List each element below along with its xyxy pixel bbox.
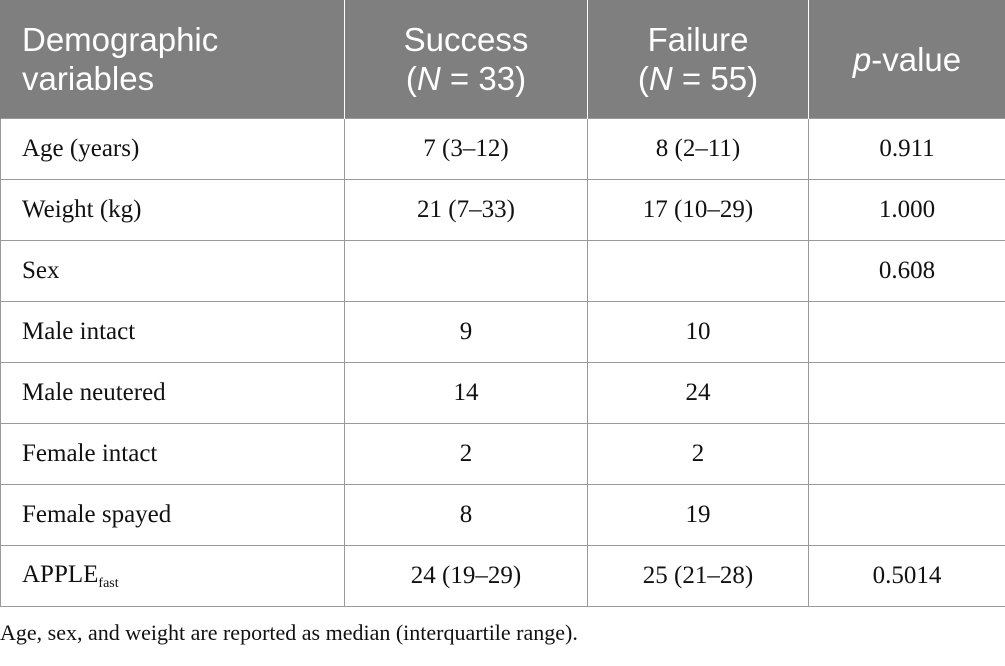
cell-variable: Female intact <box>0 423 345 485</box>
header-failure: Failure (N = 55) <box>587 0 809 119</box>
cell-variable: Female spayed <box>0 484 345 546</box>
header-success-n-value: = 33 <box>440 60 516 97</box>
cell-p-value <box>808 301 1005 363</box>
cell-p-value <box>808 362 1005 424</box>
cell-variable: APPLEfast <box>0 545 345 607</box>
header-failure-n-symbol: N <box>648 60 673 97</box>
cell-p-value <box>808 423 1005 485</box>
cell-variable: Sex <box>0 240 345 302</box>
cell-failure: 25 (21–28) <box>587 545 809 607</box>
header-row: Demographic variables Success (N = 33) Fa… <box>0 0 1005 119</box>
header-p-rest: -value <box>871 40 962 78</box>
cell-failure: 17 (10–29) <box>587 179 809 241</box>
cell-p-value: 1.000 <box>808 179 1005 241</box>
header-success: Success (N = 33) <box>344 0 588 119</box>
cell-variable: Weight (kg) <box>0 179 345 241</box>
table-row-weight: Weight (kg) 21 (7–33) 17 (10–29) 1.000 <box>0 179 1005 241</box>
header-success-label: Success <box>403 21 529 58</box>
cell-failure: 2 <box>587 423 809 485</box>
demographics-table: Demographic variables Success (N = 33) Fa… <box>0 0 1005 607</box>
cell-p-value: 0.911 <box>808 118 1005 180</box>
table-row-apple-fast: APPLEfast 24 (19–29) 25 (21–28) 0.5014 <box>0 545 1005 607</box>
table-row-female-spayed: Female spayed 8 19 <box>0 484 1005 546</box>
cell-failure: 19 <box>587 484 809 546</box>
table-row-male-neutered: Male neutered 14 24 <box>0 362 1005 424</box>
cell-success: 21 (7–33) <box>344 179 588 241</box>
table-header: Demographic variables Success (N = 33) Fa… <box>0 0 1005 119</box>
header-success-n-symbol: N <box>416 60 441 97</box>
cell-success: 7 (3–12) <box>344 118 588 180</box>
cell-variable: Age (years) <box>0 118 345 180</box>
cell-variable-subscript: fast <box>98 575 119 591</box>
cell-success: 9 <box>344 301 588 363</box>
header-failure-n-value: = 55 <box>672 60 748 97</box>
cell-p-value: 0.5014 <box>808 545 1005 607</box>
table-row-sex: Sex 0.608 <box>0 240 1005 302</box>
header-p-symbol: p <box>852 40 872 78</box>
header-failure-label: Failure <box>647 21 749 58</box>
header-demographic-line1: Demographic <box>22 21 219 58</box>
cell-success: 24 (19–29) <box>344 545 588 607</box>
cell-failure: 24 <box>587 362 809 424</box>
cell-variable: Male neutered <box>0 362 345 424</box>
header-p-value: p-value <box>808 0 1005 119</box>
table-row-age: Age (years) 7 (3–12) 8 (2–11) 0.911 <box>0 118 1005 180</box>
cell-p-value <box>808 484 1005 546</box>
table-row-male-intact: Male intact 9 10 <box>0 301 1005 363</box>
table-footnote: Age, sex, and weight are reported as med… <box>0 620 578 645</box>
cell-p-value: 0.608 <box>808 240 1005 302</box>
cell-failure: 10 <box>587 301 809 363</box>
cell-success: 2 <box>344 423 588 485</box>
cell-failure <box>587 240 809 302</box>
cell-success: 14 <box>344 362 588 424</box>
cell-variable: Male intact <box>0 301 345 363</box>
cell-success <box>344 240 588 302</box>
table-row-female-intact: Female intact 2 2 <box>0 423 1005 485</box>
cell-success: 8 <box>344 484 588 546</box>
cell-variable-main: APPLE <box>22 560 99 588</box>
header-demographic-line2: variables <box>22 60 155 97</box>
cell-failure: 8 (2–11) <box>587 118 809 180</box>
header-demographic-variables: Demographic variables <box>0 0 345 119</box>
table-body: Age (years) 7 (3–12) 8 (2–11) 0.911 Weig… <box>0 118 1005 607</box>
